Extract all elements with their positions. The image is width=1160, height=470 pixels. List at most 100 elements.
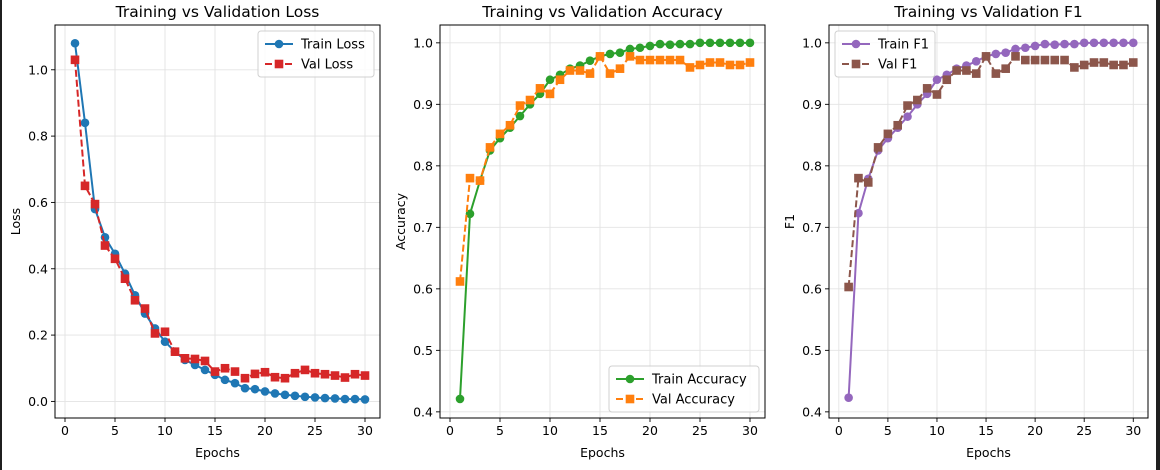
loss-y-tick-label: 0.2: [28, 328, 48, 343]
accuracy-point-val-accuracy: [725, 60, 735, 70]
loss-point-val-loss: [270, 372, 280, 382]
accuracy-y-tick-label: 0.7: [413, 220, 433, 235]
accuracy-x-tick-label: 30: [742, 423, 758, 438]
f1-y-axis-label: F1: [782, 214, 797, 229]
loss-legend-label: Train Loss: [300, 38, 365, 53]
accuracy-series-train-accuracy: [455, 38, 755, 404]
loss-point-train-loss: [310, 393, 320, 402]
accuracy-point-val-accuracy: [665, 55, 675, 65]
loss-legend-swatch-marker: [274, 39, 284, 49]
loss-legend-item-val-loss: Val Loss: [265, 58, 353, 73]
accuracy-point-train-accuracy: [465, 209, 475, 219]
accuracy-y-tick-label: 0.8: [413, 158, 433, 173]
f1-point-val-f1: [1030, 55, 1040, 65]
f1-axes-frame: [828, 24, 1149, 419]
accuracy-point-train-accuracy: [615, 48, 625, 57]
accuracy-point-val-accuracy: [525, 95, 535, 105]
accuracy-legend: Train Accuracy Val Accuracy: [608, 365, 760, 413]
accuracy-point-val-accuracy: [695, 60, 705, 70]
loss-point-train-loss: [160, 337, 170, 347]
loss-point-val-loss: [330, 371, 340, 380]
f1-line-train-f1: [847, 41, 1134, 398]
accuracy-point-val-accuracy: [715, 58, 725, 67]
accuracy-point-val-accuracy: [465, 173, 475, 183]
loss-point-val-loss: [280, 373, 290, 383]
f1-y-tick-label: 0.7: [802, 220, 822, 235]
loss-y-tick-label: 0.8: [28, 129, 48, 144]
f1-point-val-f1: [893, 120, 903, 130]
f1-x-tick-label: 15: [978, 423, 994, 438]
loss-x-tick-label: 30: [357, 423, 373, 438]
f1-point-val-f1: [1021, 55, 1030, 65]
f1-y-tick-label: 1.0: [802, 35, 822, 50]
f1-point-train-f1: [1040, 39, 1050, 49]
accuracy-y-tick-label: 0.9: [413, 97, 433, 112]
f1-legend-swatch-marker: [851, 39, 861, 49]
loss-point-val-loss: [300, 365, 310, 375]
f1-x-tick-label: 10: [929, 423, 945, 438]
f1-y-tick-label: 0.6: [802, 281, 822, 296]
loss-axes-frame: [54, 24, 381, 419]
loss-ticks: 0 5 10 15 20 25 30 0.0 0.2 0.4 0.6 0.8 1.0: [28, 62, 373, 438]
window-edge-right: [1156, 0, 1160, 470]
accuracy-point-val-accuracy: [555, 75, 565, 85]
accuracy-legend-swatch-marker: [625, 394, 635, 404]
loss-legend-swatch-marker: [274, 59, 284, 69]
accuracy-point-val-accuracy: [705, 58, 715, 67]
accuracy-point-val-accuracy: [735, 60, 745, 70]
accuracy-point-val-accuracy: [605, 69, 615, 78]
accuracy-point-train-accuracy: [715, 38, 725, 48]
loss-point-val-loss: [130, 295, 140, 305]
loss-line-train-loss: [74, 43, 366, 401]
accuracy-chart: Training vs Validation Accuracy Epochs A…: [393, 3, 766, 460]
loss-y-tick-label: 0.6: [28, 195, 48, 210]
loss-point-train-loss: [330, 394, 340, 403]
f1-point-train-f1: [1128, 38, 1138, 48]
f1-point-train-f1: [1030, 41, 1040, 51]
loss-point-train-loss: [280, 390, 290, 400]
accuracy-point-train-accuracy: [455, 394, 465, 404]
loss-point-train-loss: [270, 389, 280, 398]
loss-point-val-loss: [140, 304, 150, 313]
f1-point-val-f1: [932, 90, 942, 99]
accuracy-point-val-accuracy: [515, 101, 525, 110]
f1-point-val-f1: [1060, 55, 1069, 65]
accuracy-point-train-accuracy: [635, 43, 645, 53]
loss-x-axis-label: Epochs: [195, 445, 240, 460]
f1-point-val-f1: [1079, 60, 1089, 70]
f1-point-train-f1: [1089, 38, 1099, 48]
accuracy-point-train-accuracy: [515, 111, 525, 121]
f1-x-tick-label: 30: [1125, 423, 1141, 438]
accuracy-point-val-accuracy: [585, 69, 595, 78]
accuracy-series-val-accuracy: [455, 52, 755, 286]
accuracy-legend-label: Train Accuracy: [651, 373, 747, 388]
f1-point-val-f1: [873, 143, 883, 152]
f1-ticks: 0 5 10 15 20 25 30 0.4 0.5 0.6 0.7 0.8 0.9 1.0: [802, 35, 1141, 438]
loss-point-val-loss: [120, 274, 130, 284]
loss-x-tick-label: 10: [157, 423, 173, 438]
accuracy-legend-label: Val Accuracy: [652, 393, 735, 408]
loss-point-train-loss: [200, 365, 210, 375]
loss-point-val-loss: [150, 329, 160, 338]
f1-point-train-f1: [1079, 38, 1089, 48]
accuracy-point-val-accuracy: [675, 55, 685, 65]
accuracy-line-val-accuracy: [459, 55, 751, 282]
loss-point-val-loss: [260, 367, 270, 377]
accuracy-point-val-accuracy: [545, 89, 555, 99]
loss-line-val-loss: [74, 59, 366, 380]
accuracy-grid: [440, 25, 765, 418]
accuracy-point-val-accuracy: [625, 52, 635, 61]
f1-point-train-f1: [1011, 44, 1020, 54]
accuracy-point-val-accuracy: [475, 176, 485, 185]
f1-point-train-f1: [1050, 40, 1060, 49]
accuracy-point-train-accuracy: [725, 38, 735, 48]
loss-point-val-loss: [250, 369, 260, 379]
f1-point-val-f1: [854, 173, 863, 183]
loss-y-axis-label: Loss: [8, 208, 23, 235]
window-edge-left: [0, 0, 2, 470]
accuracy-point-train-accuracy: [585, 56, 595, 65]
f1-y-tick-label: 0.4: [802, 404, 822, 419]
f1-grid: [829, 25, 1148, 418]
f1-point-train-f1: [1060, 39, 1069, 49]
